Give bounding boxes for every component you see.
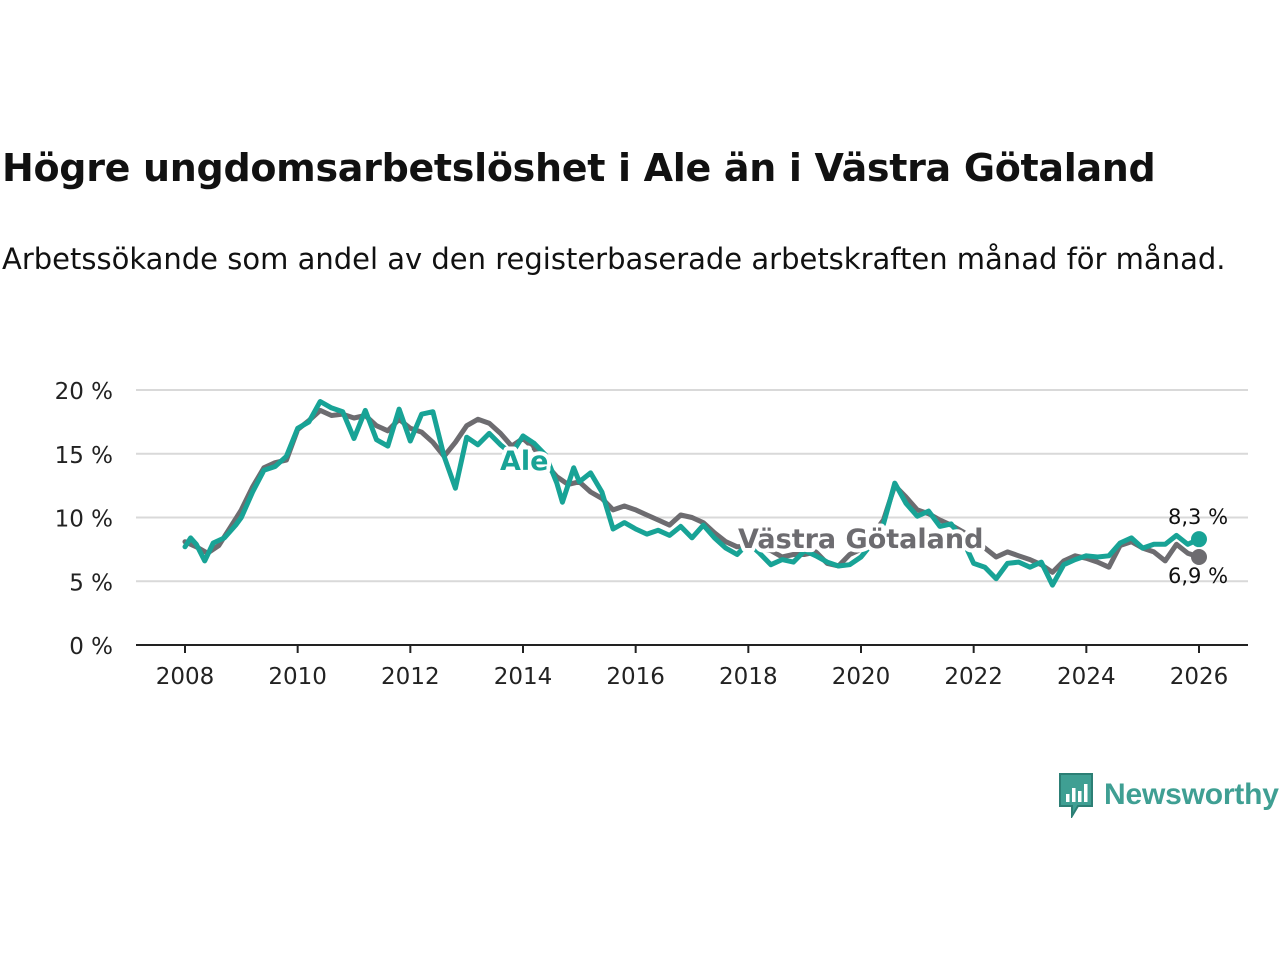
series-lines [182,399,1207,588]
x-tick-label: 2008 [156,664,215,690]
chart-bubble-icon [1059,773,1093,818]
y-tick-label: 15 % [55,443,113,469]
y-tick-label: 20 % [55,379,113,405]
logo-text: Newsworthy [1104,778,1279,811]
newsworthy-logo[interactable]: Newsworthy [1058,772,1279,818]
series-label-ale-halo: Ale [500,446,548,477]
chart-subtitle: Arbetssökande som andel av den registerb… [2,242,1226,276]
x-tick-label: 2012 [381,664,440,690]
y-tick-label: 0 % [69,634,113,660]
x-tick-label: 2026 [1170,664,1229,690]
axes: 0 % 5 % 10 % 15 % 20 % 2008 2010 2012 2014 2016 20… [55,379,1248,690]
x-tick-label: 2018 [719,664,778,690]
last-value-label-ale: 8,3 % [1168,505,1228,529]
y-tick-label: 10 % [55,507,113,533]
series-label-vastra-gotaland-halo: Västra Götaland [738,524,983,555]
y-tick-label: 5 % [69,570,113,596]
series-line-v-stra-g-taland [182,407,1202,575]
series-line-ale [182,399,1202,588]
gridlines [136,389,1248,583]
series-label-vastra-gotaland: Västra Götaland [738,524,983,555]
last-value-label-vastra-gotaland: 6,9 % [1168,564,1228,588]
x-tick-label: 2010 [268,664,327,690]
x-tick-label: 2022 [944,664,1003,690]
x-tick-label: 2014 [494,664,553,690]
x-tick-label: 2024 [1057,664,1116,690]
series-end-dot-ale [1191,531,1207,548]
chart-title: Högre ungdomsarbetslöshet i Ale än i Väs… [2,146,1156,190]
x-tick-label: 2016 [606,664,665,690]
series-label-ale: Ale [500,446,548,477]
x-tick-label: 2020 [832,664,891,690]
series-end-dot-v-stra-g-taland [1191,549,1207,566]
